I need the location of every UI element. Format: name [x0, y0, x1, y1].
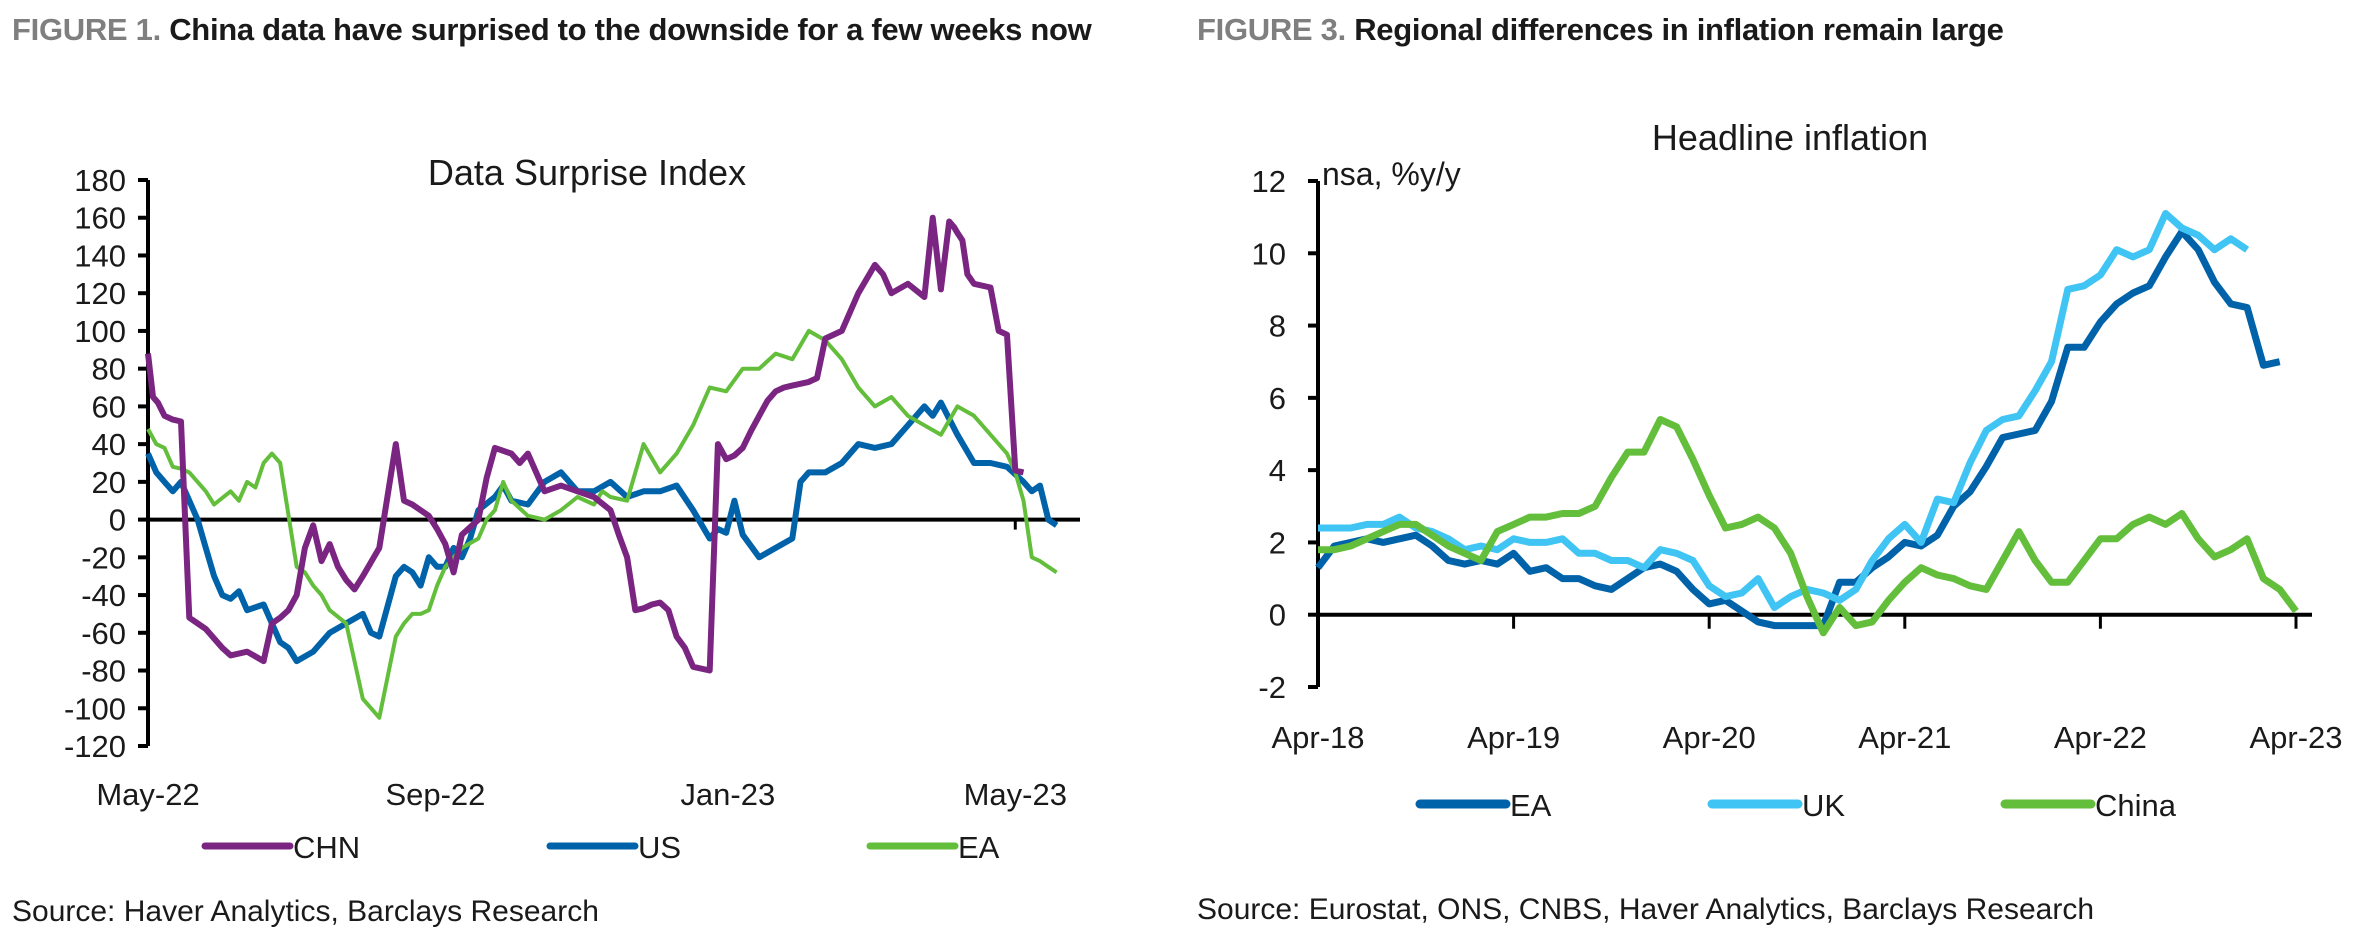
- figure-3-heading: Regional differences in inflation remain…: [1354, 12, 2004, 47]
- chart1-y-axis: 180160140120100806040200-20-40-60-80-100…: [64, 163, 150, 764]
- series-line-us: [145, 399, 1059, 665]
- chart1-series: [145, 214, 1059, 720]
- legend-label-us: US: [638, 830, 681, 865]
- chart1-y-tick-label: 0: [109, 503, 126, 538]
- legend-label-uk: UK: [1802, 788, 1845, 823]
- chart1-y-tick-label: 160: [74, 201, 126, 236]
- chart3-y-tick-label: 12: [1252, 164, 1286, 199]
- data-surprise-chart: Data Surprise Index 18016014012010080604…: [64, 152, 1080, 865]
- chart3-y-tick-label: 2: [1269, 525, 1286, 560]
- figure-1-label: FIGURE 1.: [12, 12, 161, 47]
- headline-inflation-chart: Headline inflation nsa, %y/y 12 10 8 6 4 2 0 -2…: [1252, 117, 2343, 823]
- chart3-y-tick-label: 6: [1269, 381, 1286, 416]
- chart3-y-axis: 12 10 8 6 4 2 0 -2: [1252, 164, 1320, 705]
- chart3-x-tick-label: Apr-21: [1858, 720, 1951, 755]
- series-line-china: [1318, 416, 2299, 637]
- chart1-y-tick-label: 180: [74, 163, 126, 198]
- chart1-y-tick-label: 100: [74, 314, 126, 349]
- chart1-y-tick-label: 40: [92, 427, 126, 462]
- chart3-x-tick-label: Apr-23: [2249, 720, 2342, 755]
- chart3-x-tick-label: Apr-22: [2054, 720, 2147, 755]
- chart1-y-tick-label: -100: [64, 691, 126, 726]
- series-line-ea: [146, 328, 1058, 720]
- chart1-x-tick-label: May-23: [964, 777, 1067, 812]
- chart1-x-tick-label: Jan-23: [680, 777, 775, 812]
- figure-1-heading: China data have surprised to the downsid…: [169, 12, 1092, 47]
- chart3-title: Headline inflation: [1652, 117, 1928, 158]
- legend-label-ea: EA: [1510, 788, 1552, 823]
- chart3-y-tick-label: 4: [1269, 453, 1286, 488]
- chart1-x-tick-label: Sep-22: [385, 777, 485, 812]
- chart1-y-tick-label: 80: [92, 352, 126, 387]
- chart1-y-tick-label: 20: [92, 465, 126, 500]
- figure-1-source: Source: Haver Analytics, Barclays Resear…: [12, 895, 599, 928]
- chart3-legend: EA UK China: [1415, 788, 2177, 823]
- chart1-y-tick-label: -20: [81, 540, 126, 575]
- legend-label-china: China: [2095, 788, 2177, 823]
- figure-3-label: FIGURE 3.: [1197, 12, 1346, 47]
- figure-1-title: FIGURE 1. China data have surprised to t…: [12, 6, 1192, 54]
- chart1-legend: CHN US EA: [201, 830, 1000, 865]
- chart1-y-tick-label: -60: [81, 616, 126, 651]
- chart1-y-tick-label: 120: [74, 276, 126, 311]
- chart1-y-tick-label: 140: [74, 238, 126, 273]
- chart3-x-tick-label: Apr-20: [1663, 720, 1756, 755]
- chart1-y-tick-label: -120: [64, 729, 126, 764]
- chart3-x-axis: Apr-18 Apr-19 Apr-20 Apr-21 Apr-22 Apr-23: [1271, 612, 2343, 755]
- series-line-uk: [1318, 210, 2250, 611]
- legend-label-ea: EA: [958, 830, 1000, 865]
- chart3-units-label: nsa, %y/y: [1322, 156, 1461, 192]
- chart1-x-tick-label: May-22: [96, 777, 199, 812]
- chart3-y-tick-label: 0: [1269, 598, 1286, 633]
- legend-label-chn: CHN: [293, 830, 360, 865]
- chart3-series: [1315, 210, 2299, 637]
- figure-3-source: Source: Eurostat, ONS, CNBS, Haver Analy…: [1197, 893, 2094, 926]
- chart3-y-tick-label: -2: [1258, 670, 1286, 705]
- chart3-y-tick-label: 10: [1252, 236, 1286, 271]
- chart1-y-tick-label: -40: [81, 578, 126, 613]
- chart3-y-tick-label: 8: [1269, 309, 1286, 344]
- chart1-y-tick-label: 60: [92, 389, 126, 424]
- chart1-y-tick-label: -80: [81, 654, 126, 689]
- chart1-title: Data Surprise Index: [428, 152, 746, 193]
- chart3-x-tick-label: Apr-19: [1467, 720, 1560, 755]
- chart3-x-tick-label: Apr-18: [1271, 720, 1364, 755]
- series-line-chn: [145, 214, 1025, 674]
- figure-3-title: FIGURE 3. Regional differences in inflat…: [1197, 6, 2347, 54]
